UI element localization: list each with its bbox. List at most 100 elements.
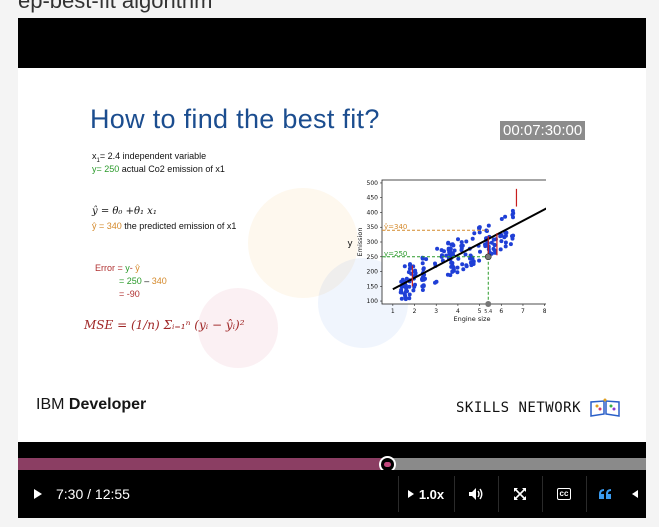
x-tick-label: 1 [391,308,395,315]
cc-icon: cc [556,488,572,500]
scatter-point [461,267,466,272]
scatter-point [459,240,464,245]
x-tick-label: 8 [543,308,546,315]
scatter-point [510,208,515,213]
y-tick-label: 500 [367,180,379,187]
scatter-chart: ŷ=340 y=250 5.4 1 2 3 4 5 6 7 8 100 150 200 250 300 350 4… [347,179,546,323]
scatter-point [445,272,450,277]
page-heading-fragment: ep-best-fit algorithm [18,0,213,13]
scatter-point [411,288,416,293]
scatter-point [450,269,455,274]
y-tick-label: 400 [367,209,379,216]
x-tick-label: 2 [413,308,417,315]
scatter-point [503,240,508,245]
y-axis-label: Emission [356,228,364,257]
slide-timestamp: 00:07:30:00 [500,121,586,140]
scatter-point [400,277,405,282]
scatter-point [420,288,425,292]
scatter-point [407,284,412,289]
scatter-point [399,296,404,301]
scatter-point [511,215,515,220]
ibm-developer-logo: IBM Developer [36,396,147,413]
x-tick-label: 6 [499,308,503,315]
y-tick-label: 150 [367,283,379,290]
scatter-point [464,239,469,244]
time-display: 7:30 / 12:55 [56,486,130,502]
scatter-point [407,296,412,301]
scatter-point [503,214,508,219]
scatter-point [472,231,477,236]
scatter-point [455,265,460,270]
scatter-point [420,256,425,261]
x-tick-label: 7 [521,308,525,315]
scatter-point [491,237,496,242]
playback-speed-button[interactable]: 1.0x [399,470,453,518]
scatter-point [407,266,412,271]
divider [454,476,455,512]
x-tick-label: 5 [478,308,482,315]
scatter-point [485,229,489,233]
scatter-point [434,279,439,284]
scatter-point [510,236,515,241]
y-tick-label: 300 [367,239,379,246]
scatter-point [503,244,508,249]
scatter-point [420,284,425,289]
skills-network-logo: SKILLS NETWORK [456,398,621,418]
error-line-3: = -90 [119,289,140,299]
scatter-point [460,243,465,248]
progress-bar[interactable] [18,456,646,473]
scatter-point [498,247,503,252]
scatter-point [402,264,407,269]
scatter-point [446,241,451,246]
scatter-point [407,292,412,297]
scatter-point [477,258,482,263]
scatter-point [435,246,440,251]
x-marker-point [485,301,492,307]
scatter-point [450,252,455,257]
scatter-point [403,297,408,302]
fit-line [392,207,546,291]
x1-definition: x1= 2.4 independent variable [92,151,207,164]
divider [398,476,399,512]
closed-captions-button[interactable]: cc [543,470,585,518]
scatter-point [446,247,451,252]
caret-right-icon [407,490,414,498]
highlight-point [484,253,492,261]
y-tick-label: 200 [367,269,379,276]
scatter-point [424,257,429,262]
scatter-point [477,225,482,230]
y-tick-label: 450 [367,195,379,202]
scatter-point [499,217,504,221]
error-line-1: Error = y- ŷ [95,263,140,273]
speaker-icon [469,488,483,500]
fullscreen-button[interactable] [499,470,541,518]
scatter-point [412,284,417,289]
scatter-point [455,270,460,275]
play-button[interactable] [26,470,50,518]
volume-button[interactable] [455,470,497,518]
transcript-button[interactable] [587,470,623,518]
video-player[interactable]: How to find the best fit? 00:07:30:00 x1… [18,18,646,518]
scatter-point [439,254,444,259]
x-axis-label: Engine size [454,315,491,323]
divider [498,476,499,512]
divider [586,476,587,512]
y-definition: y= 250 actual Co2 emission of x1 [92,164,225,174]
x-tick-label: 4 [456,308,460,315]
scatter-point [420,275,425,280]
collapse-panel-button[interactable] [624,470,646,518]
y-tick-label: 250 [367,254,379,261]
scatter-point [498,234,503,239]
x-tick-label: 3 [434,308,438,315]
scatter-point [449,260,454,265]
quote-icon [599,489,611,499]
scatter-point [477,230,482,235]
scatter-point [483,244,488,249]
video-frame-slide: How to find the best fit? 00:07:30:00 x1… [18,68,646,442]
y-tick-label: 350 [367,224,379,231]
mse-formula: MSE = (1/n) Σᵢ₌₁ⁿ (yᵢ − ŷᵢ)² [84,318,245,332]
scatter-point [460,262,465,267]
scatter-point [398,290,403,295]
scatter-point [449,242,454,247]
y-tick-label: 100 [367,298,379,305]
